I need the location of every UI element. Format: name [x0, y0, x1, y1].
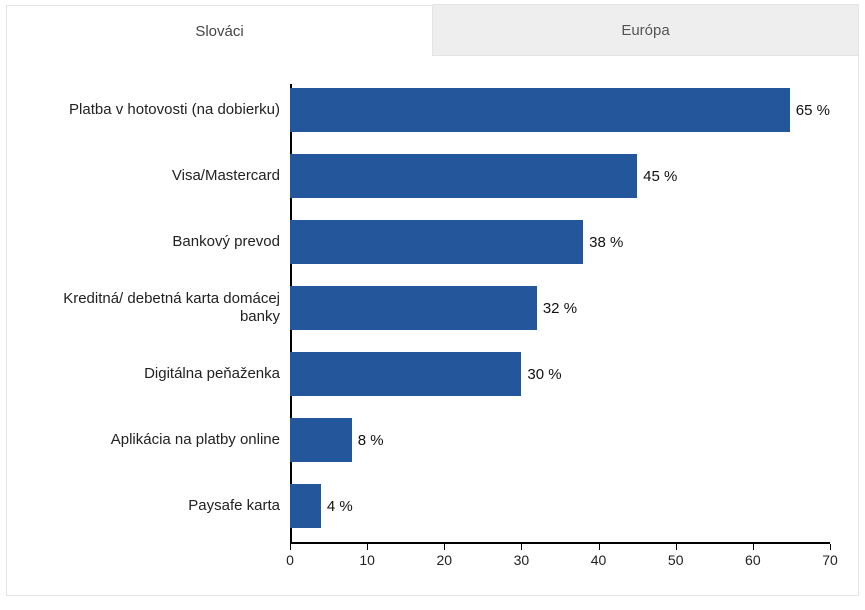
bar-value-label: 30 %: [527, 366, 561, 383]
bar: [290, 88, 790, 132]
bar-value-label: 8 %: [358, 432, 384, 449]
tab-slovaci[interactable]: Slováci: [6, 5, 433, 56]
bar: [290, 154, 637, 198]
x-tick: [753, 544, 754, 550]
x-tick-label: 50: [668, 552, 684, 568]
plot-region: 010203040506070Platba v hotovosti (na do…: [290, 84, 830, 544]
root: Slováci Európa 0 10 20 30 40 50 60 70 Platba v h…: [0, 0, 865, 610]
chart-area: 0 10 20 30 40 50 60 70 Platba v hotovosti (na do…: [6, 56, 859, 596]
bar-value-label: 65 %: [796, 102, 830, 119]
category-label: Platba v hotovosti (na dobierku): [30, 101, 280, 119]
bar: [290, 286, 537, 330]
bar: [290, 220, 583, 264]
x-tick: [444, 544, 445, 550]
bar-chart: 0 10 20 30 40 50 60 70 Platba v hotovosti (na do…: [29, 84, 836, 571]
chart-row: Paysafe karta4 %: [290, 484, 830, 528]
x-tick: [830, 544, 831, 550]
x-tick-label: 70: [822, 552, 838, 568]
x-tick: [521, 544, 522, 550]
x-tick-label: 0: [286, 552, 294, 568]
x-tick-label: 40: [591, 552, 607, 568]
bar: [290, 484, 321, 528]
tab-europa[interactable]: Európa: [433, 4, 859, 55]
chart-row: Kreditná/ debetná karta domácej banky32 …: [290, 286, 830, 330]
category-label: Digitálna peňaženka: [30, 365, 280, 383]
x-tick-label: 60: [745, 552, 761, 568]
category-label: Paysafe karta: [30, 497, 280, 515]
x-tick-label: 30: [514, 552, 530, 568]
bar: [290, 352, 521, 396]
chart-row: Bankový prevod38 %: [290, 220, 830, 264]
bar-value-label: 4 %: [327, 498, 353, 515]
tabs: Slováci Európa: [6, 4, 859, 56]
bar-value-label: 32 %: [543, 300, 577, 317]
x-tick-label: 20: [436, 552, 452, 568]
x-tick: [599, 544, 600, 550]
x-tick: [676, 544, 677, 550]
category-label: Bankový prevod: [30, 233, 280, 251]
bar-value-label: 38 %: [589, 234, 623, 251]
chart-row: Platba v hotovosti (na dobierku)65 %: [290, 88, 830, 132]
chart-row: Digitálna peňaženka30 %: [290, 352, 830, 396]
category-label: Kreditná/ debetná karta domácej banky: [30, 290, 280, 326]
x-tick: [367, 544, 368, 550]
category-label: Aplikácia na platby online: [30, 431, 280, 449]
bar-value-label: 45 %: [643, 168, 677, 185]
axis-x: [290, 542, 830, 544]
chart-row: Visa/Mastercard45 %: [290, 154, 830, 198]
bar: [290, 418, 352, 462]
x-tick-label: 10: [359, 552, 375, 568]
chart-row: Aplikácia na platby online8 %: [290, 418, 830, 462]
category-label: Visa/Mastercard: [30, 167, 280, 185]
x-tick: [290, 544, 291, 550]
